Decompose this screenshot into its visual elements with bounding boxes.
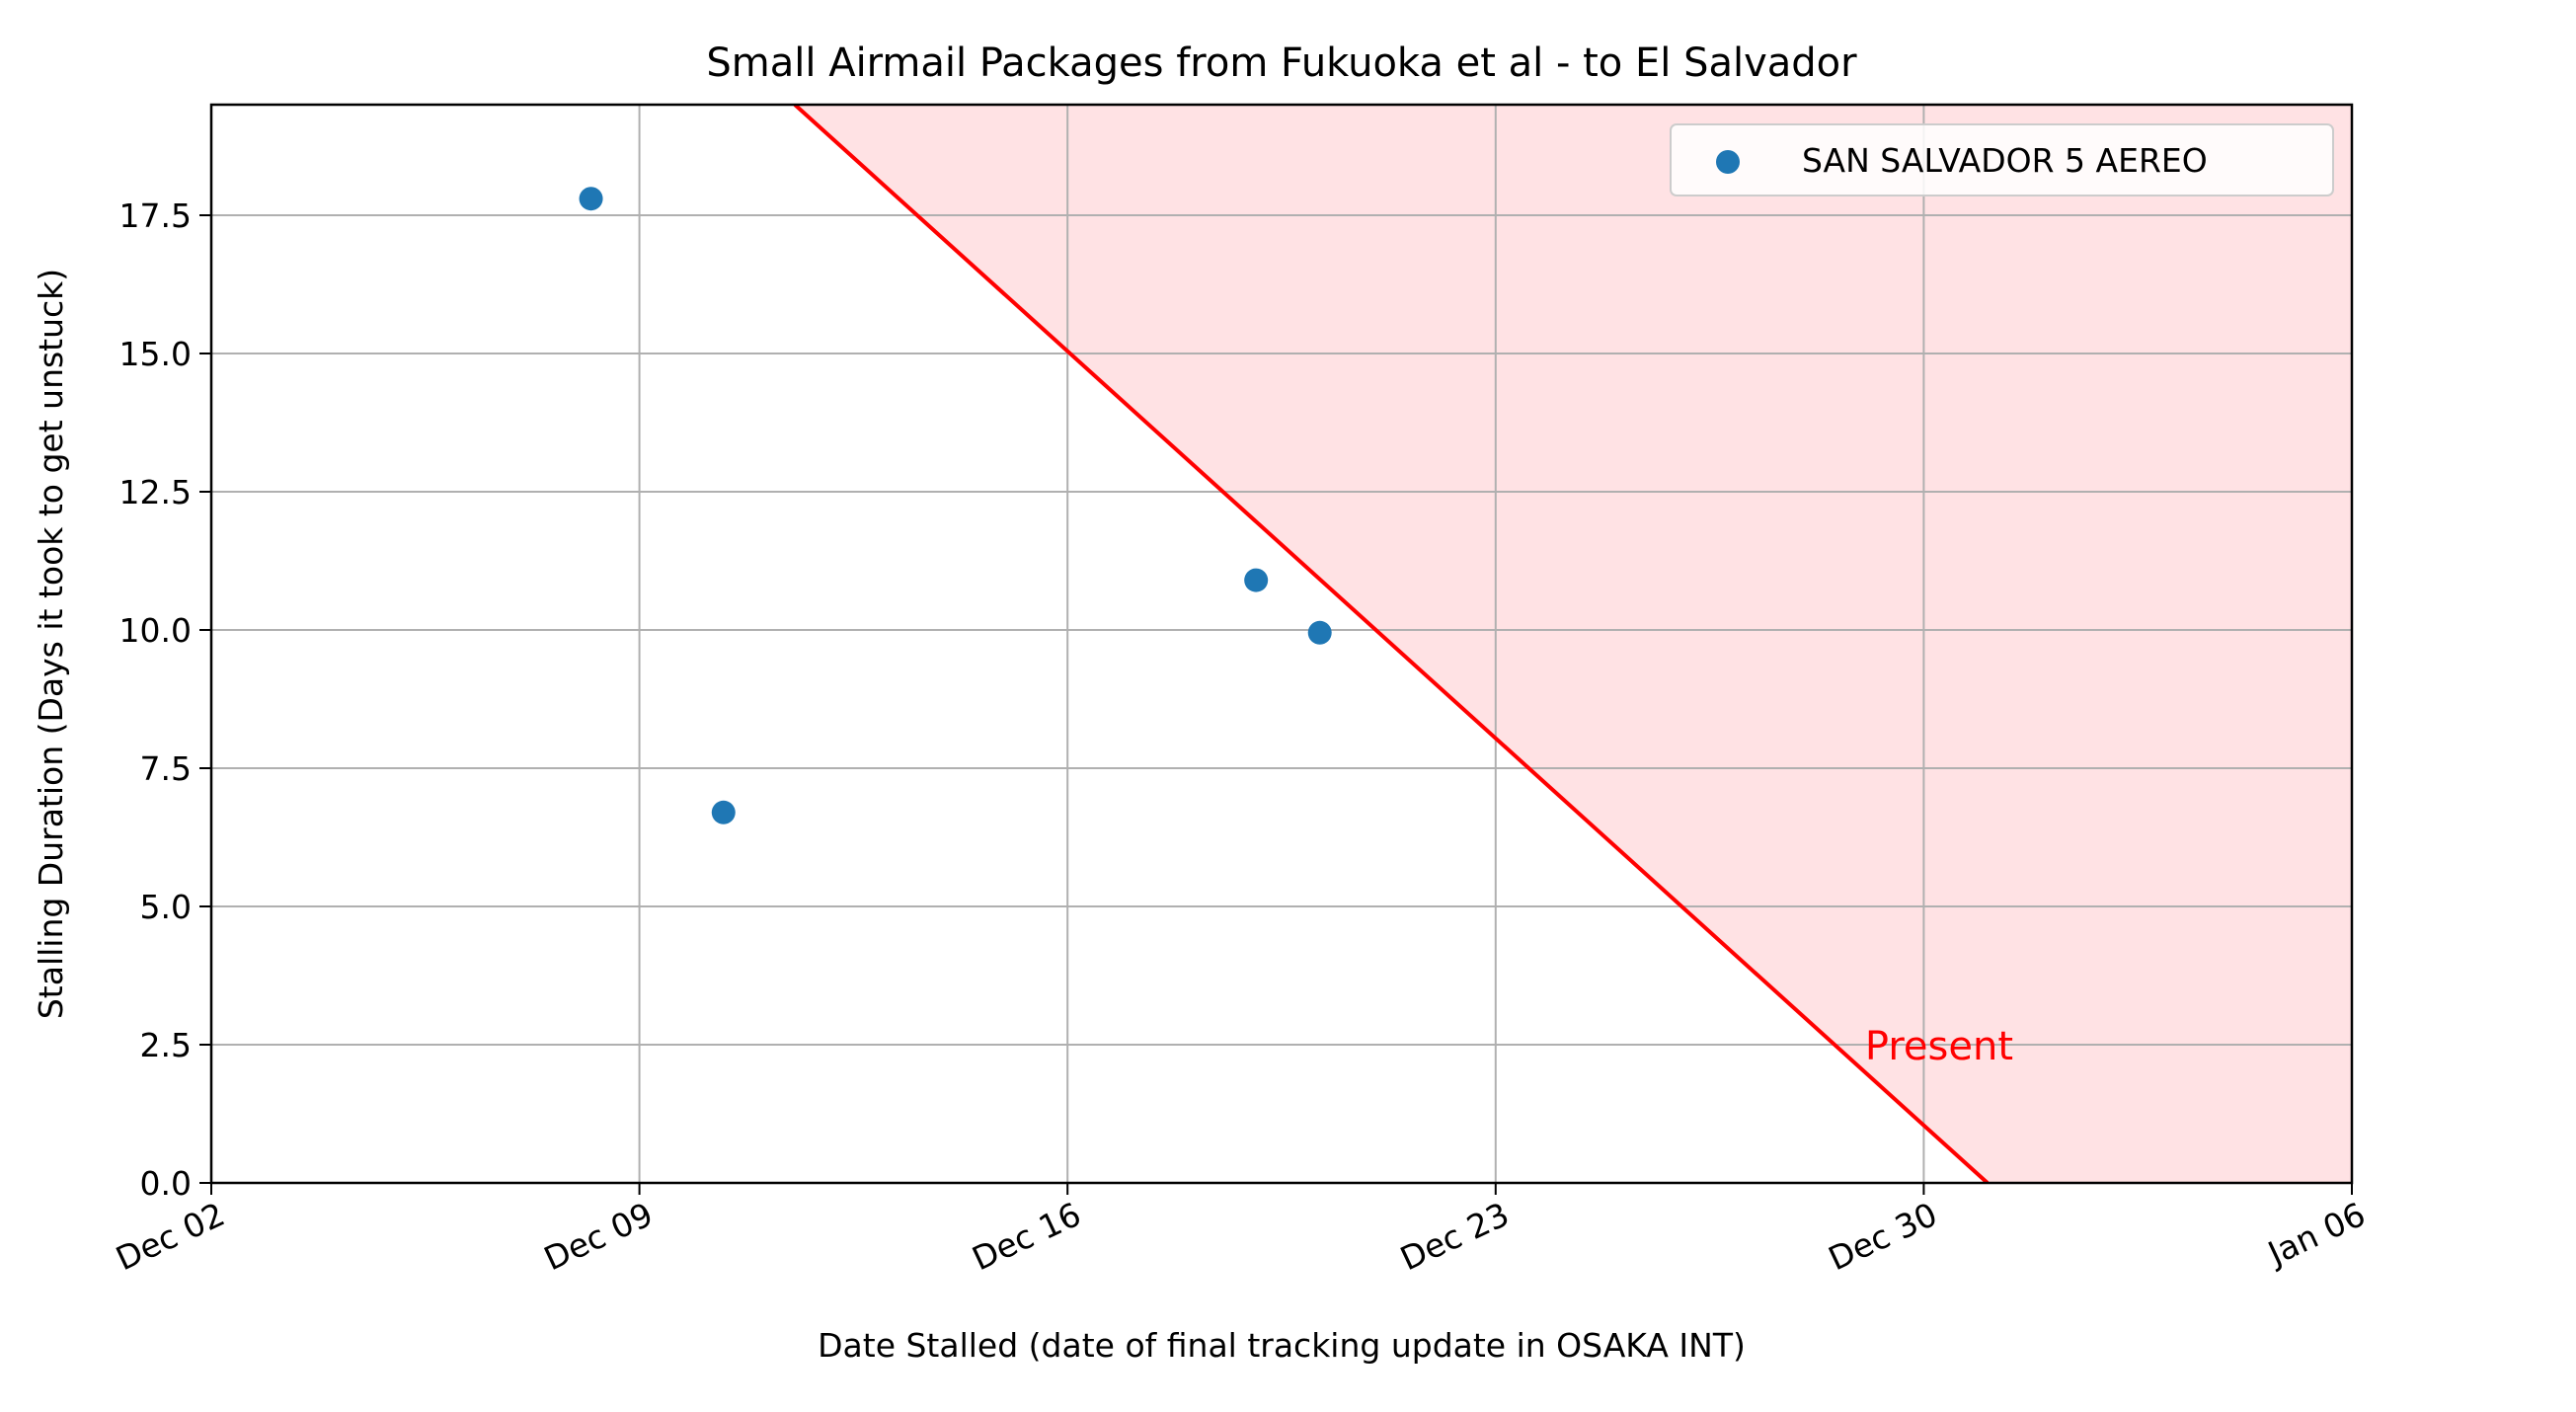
data-point bbox=[1307, 620, 1332, 645]
y-tick-label: 5.0 bbox=[140, 888, 192, 926]
chart-title: Small Airmail Packages from Fukuoka et a… bbox=[706, 40, 1857, 86]
y-tick-label: 15.0 bbox=[119, 335, 192, 373]
present-line bbox=[793, 105, 1990, 1183]
plot-frame bbox=[209, 103, 2354, 1185]
present-shaded-region bbox=[795, 105, 2352, 1183]
y-tick-label: 12.5 bbox=[119, 473, 192, 511]
legend-box bbox=[1670, 123, 2334, 196]
present-label: Present bbox=[1865, 1024, 2013, 1069]
y-tick-label: 0.0 bbox=[140, 1164, 192, 1203]
y-axis-label: Stalling Duration (Days it took to get u… bbox=[32, 269, 70, 1019]
y-tick-label: 2.5 bbox=[140, 1026, 192, 1064]
legend: SAN SALVADOR 5 AEREO bbox=[1670, 123, 2334, 196]
legend-marker bbox=[1716, 150, 1740, 174]
data-point bbox=[1244, 568, 1269, 592]
y-tick-label: 17.5 bbox=[119, 196, 192, 235]
legend-label: SAN SALVADOR 5 AEREO bbox=[1802, 141, 2208, 180]
data-point bbox=[711, 800, 736, 824]
y-tick-label: 10.0 bbox=[119, 611, 192, 650]
y-tick-label: 7.5 bbox=[140, 749, 192, 788]
data-point bbox=[579, 187, 603, 211]
x-axis-label: Date Stalled (date of final tracking upd… bbox=[818, 1326, 1746, 1365]
